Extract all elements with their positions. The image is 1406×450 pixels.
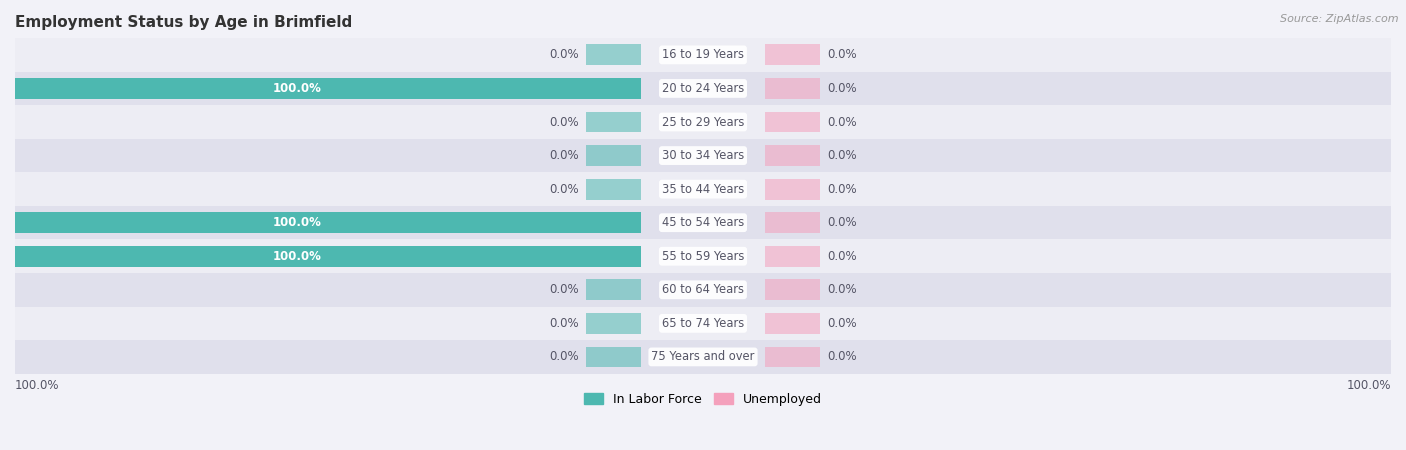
Bar: [0, 246, 641, 267]
Text: 0.0%: 0.0%: [827, 284, 856, 296]
Bar: [586, 145, 641, 166]
Bar: [15, 172, 1391, 206]
Text: 20 to 24 Years: 20 to 24 Years: [662, 82, 744, 95]
Text: 100.0%: 100.0%: [273, 216, 322, 229]
Text: 0.0%: 0.0%: [827, 49, 856, 61]
Bar: [15, 340, 1391, 374]
Text: 0.0%: 0.0%: [827, 250, 856, 263]
Bar: [765, 112, 820, 132]
Text: 35 to 44 Years: 35 to 44 Years: [662, 183, 744, 196]
Text: 100.0%: 100.0%: [1347, 379, 1391, 392]
Text: 25 to 29 Years: 25 to 29 Years: [662, 116, 744, 129]
Text: 0.0%: 0.0%: [550, 351, 579, 364]
Text: 30 to 34 Years: 30 to 34 Years: [662, 149, 744, 162]
Bar: [15, 306, 1391, 340]
Bar: [0, 212, 641, 233]
Bar: [765, 179, 820, 199]
Text: 100.0%: 100.0%: [273, 250, 322, 263]
Bar: [765, 78, 820, 99]
Bar: [586, 179, 641, 199]
Text: 55 to 59 Years: 55 to 59 Years: [662, 250, 744, 263]
Bar: [15, 239, 1391, 273]
Bar: [765, 246, 820, 267]
Text: 0.0%: 0.0%: [550, 149, 579, 162]
Bar: [765, 45, 820, 65]
Text: Source: ZipAtlas.com: Source: ZipAtlas.com: [1281, 14, 1399, 23]
Bar: [765, 212, 820, 233]
Bar: [765, 279, 820, 300]
Text: 0.0%: 0.0%: [550, 49, 579, 61]
Text: 0.0%: 0.0%: [550, 317, 579, 330]
Text: 0.0%: 0.0%: [827, 116, 856, 129]
Text: 16 to 19 Years: 16 to 19 Years: [662, 49, 744, 61]
Text: 0.0%: 0.0%: [827, 317, 856, 330]
Text: 0.0%: 0.0%: [827, 82, 856, 95]
Bar: [765, 313, 820, 334]
Text: 45 to 54 Years: 45 to 54 Years: [662, 216, 744, 229]
Bar: [586, 313, 641, 334]
Text: 0.0%: 0.0%: [827, 183, 856, 196]
Bar: [15, 105, 1391, 139]
Text: 0.0%: 0.0%: [550, 284, 579, 296]
Text: 75 Years and over: 75 Years and over: [651, 351, 755, 364]
Bar: [586, 45, 641, 65]
Text: 65 to 74 Years: 65 to 74 Years: [662, 317, 744, 330]
Bar: [586, 112, 641, 132]
Text: 0.0%: 0.0%: [827, 351, 856, 364]
Text: 100.0%: 100.0%: [15, 379, 59, 392]
Bar: [586, 346, 641, 367]
Bar: [15, 72, 1391, 105]
Text: 60 to 64 Years: 60 to 64 Years: [662, 284, 744, 296]
Bar: [15, 38, 1391, 72]
Bar: [15, 273, 1391, 306]
Bar: [0, 78, 641, 99]
Legend: In Labor Force, Unemployed: In Labor Force, Unemployed: [579, 388, 827, 411]
Bar: [765, 145, 820, 166]
Bar: [15, 206, 1391, 239]
Text: 0.0%: 0.0%: [827, 149, 856, 162]
Text: 0.0%: 0.0%: [550, 183, 579, 196]
Text: 0.0%: 0.0%: [550, 116, 579, 129]
Bar: [586, 279, 641, 300]
Bar: [765, 346, 820, 367]
Bar: [15, 139, 1391, 172]
Text: Employment Status by Age in Brimfield: Employment Status by Age in Brimfield: [15, 15, 353, 30]
Text: 0.0%: 0.0%: [827, 216, 856, 229]
Text: 100.0%: 100.0%: [273, 82, 322, 95]
